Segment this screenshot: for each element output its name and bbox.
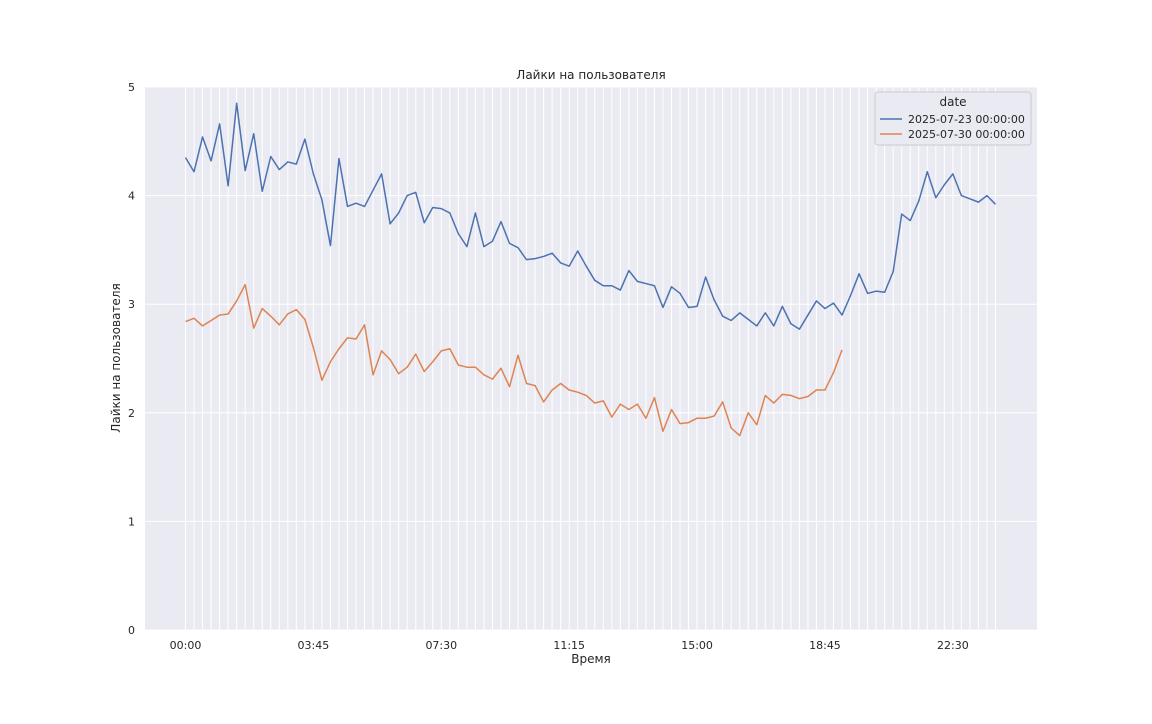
x-grid — [185, 87, 996, 630]
y-tick-label: 4 — [128, 190, 135, 203]
y-tick-labels: 0 1 2 3 4 5 — [128, 81, 135, 637]
y-axis-label: Лайки на пользователя — [109, 283, 123, 432]
x-axis-label: Время — [571, 652, 611, 666]
x-tick-label: 18:45 — [809, 639, 841, 652]
x-tick-label: 07:30 — [425, 639, 457, 652]
x-tick-label: 11:15 — [553, 639, 585, 652]
legend-box — [874, 91, 1032, 146]
x-tick-label: 03:45 — [298, 639, 330, 652]
series-lines — [184, 102, 997, 437]
x-tick-labels: 00:00 03:45 07:30 11:15 15:00 18:45 22:30 — [170, 639, 969, 652]
legend-label-series-1: 2025-07-23 00:00:00 — [908, 113, 1025, 126]
legend-label-series-2: 2025-07-30 00:00:00 — [908, 128, 1025, 141]
y-tick-label: 2 — [128, 407, 135, 420]
y-tick-label: 3 — [128, 298, 135, 311]
legend-title: date — [939, 95, 966, 109]
y-tick-label: 1 — [128, 515, 135, 528]
y-grid — [145, 86, 1037, 631]
x-tick-label: 22:30 — [937, 639, 969, 652]
legend: date 2025-07-23 00:00:00 2025-07-30 00:0… — [874, 91, 1032, 146]
x-tick-label: 15:00 — [681, 639, 713, 652]
series-line-2 — [185, 283, 843, 437]
x-tick-label: 00:00 — [170, 639, 202, 652]
y-tick-label: 0 — [128, 624, 135, 637]
y-tick-label: 5 — [128, 81, 135, 94]
series-line-1 — [184, 102, 997, 330]
chart-title: Лайки на пользователя — [516, 68, 665, 82]
plot-background — [145, 87, 1037, 630]
